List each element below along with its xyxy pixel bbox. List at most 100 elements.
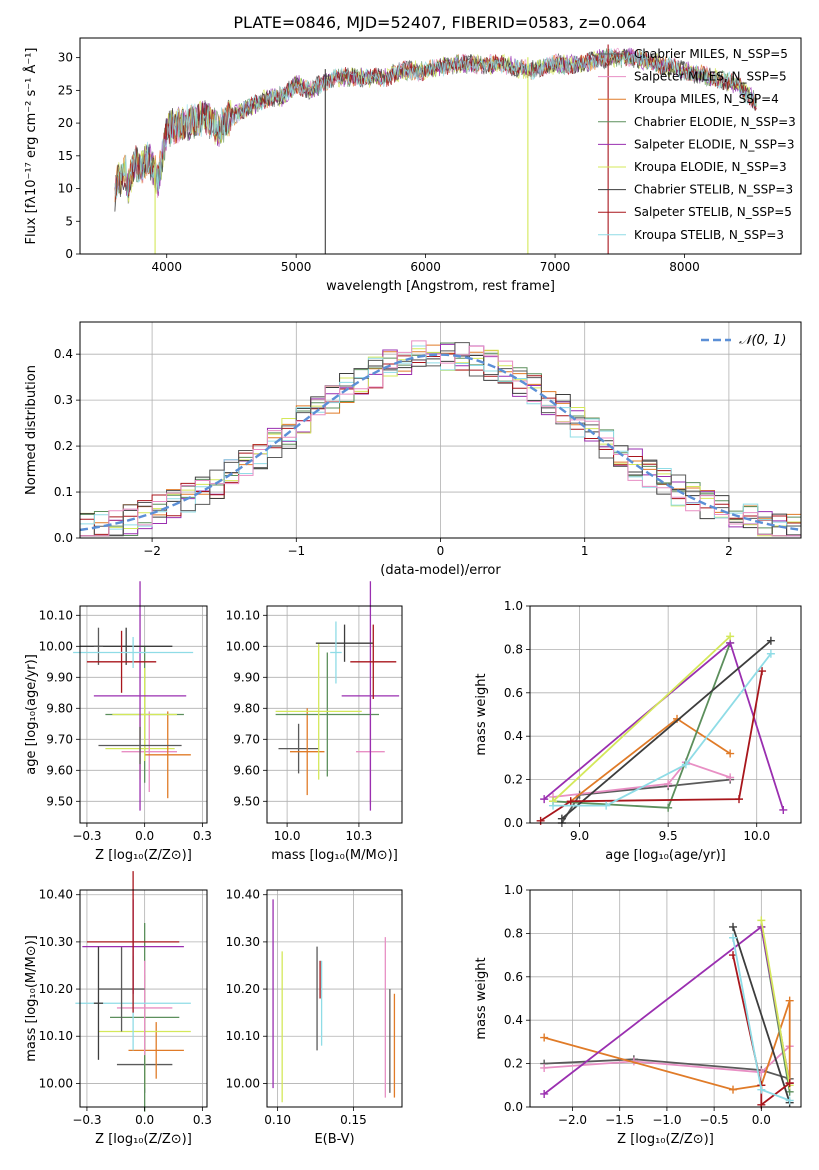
- axes-frame: [79, 321, 802, 539]
- weight-point-marker: [540, 795, 549, 804]
- weight-point-marker: [540, 1063, 549, 1072]
- weight-point-marker: [557, 814, 566, 823]
- weight-series-line: [553, 653, 772, 807]
- y-tick-label: 9.80: [46, 701, 73, 715]
- chart-panel-weight-vs-age: 9.0 9.5 10.0 0.0 0.2 0.4 0.6 0.8 1.0 age [log₁₀(a…: [474, 599, 802, 863]
- chart-panel-spectrum: 4000 5000 6000 7000 8000 0 5 10 15 20 25 30 waveleng…: [23, 37, 802, 294]
- x-tick-label: −0.3: [72, 1113, 101, 1127]
- x-tick-label: 0.0: [752, 1113, 771, 1127]
- x-tick-label: 9.0: [570, 829, 589, 843]
- x-tick-label: 0.0: [135, 1113, 154, 1127]
- weight-point-marker: [726, 773, 735, 782]
- plot-area: [79, 340, 801, 537]
- chart-panel-residuals: −2 −1 0 1 2 0.0 0.1 0.2 0.3 0.4 (data-model)/error…: [24, 321, 802, 578]
- y-tick-label: 15: [58, 149, 73, 163]
- weight-point-marker: [540, 1089, 549, 1098]
- weight-point-marker: [729, 933, 738, 942]
- y-tick-label: 0.4: [54, 347, 73, 361]
- weight-point-marker: [566, 797, 575, 806]
- y-tick-label: 10.40: [39, 888, 73, 902]
- y-tick-label: 9.50: [233, 794, 260, 808]
- y-tick-label: 10.00: [39, 639, 73, 653]
- x-tick-label: 10.3: [346, 829, 373, 843]
- y-tick-label: 0.8: [504, 926, 523, 940]
- x-axis-label: (data-model)/error: [380, 563, 501, 578]
- y-tick-label: 10.10: [226, 1029, 260, 1043]
- x-tick-label: −1.0: [652, 1113, 681, 1127]
- y-tick-label: 0.0: [504, 816, 523, 830]
- y-tick-label: 9.60: [233, 763, 260, 777]
- weight-point-marker: [757, 1085, 766, 1094]
- weight-point-marker: [766, 636, 775, 645]
- chart-panel-mass-vs-z: −0.3 0.0 0.3 10.00 10.10 10.20 10.30 10.40 Z [lo…: [24, 871, 212, 1147]
- x-tick-label: 9.5: [659, 829, 678, 843]
- weight-point-marker: [549, 801, 558, 810]
- axes-frame: [529, 889, 802, 1108]
- weight-series-line: [570, 717, 731, 803]
- x-tick-label: −2: [143, 544, 161, 558]
- y-tick-label: 10: [58, 182, 73, 196]
- weight-point-marker: [681, 760, 690, 769]
- chart-panel-age-vs-mass: 10.0 10.3 9.50 9.60 9.70 9.80 9.90 10.00 10.10 ma…: [226, 581, 403, 863]
- x-tick-label: −2.0: [558, 1113, 587, 1127]
- y-tick-label: 9.70: [46, 732, 73, 746]
- y-tick-label: 9.90: [46, 670, 73, 684]
- y-tick-label: 10.00: [226, 639, 260, 653]
- axes-frame: [79, 605, 208, 824]
- y-tick-label: 9.70: [233, 732, 260, 746]
- y-axis-label: mass weight: [474, 673, 489, 755]
- x-axis-label: E(B-V): [314, 1132, 354, 1147]
- x-axis-label: Z [log₁₀(Z/Z⊙)]: [95, 848, 192, 863]
- weight-point-marker: [785, 1096, 794, 1105]
- legend-entry: 𝒩(0, 1): [739, 333, 786, 348]
- weight-point-marker: [726, 632, 735, 641]
- legend-entry: Kroupa MILES, N_SSP=4: [634, 92, 779, 106]
- y-tick-label: 10.30: [226, 935, 260, 949]
- x-axis-label: age [log₁₀(age/yr)]: [605, 848, 726, 863]
- y-tick-label: 0: [65, 247, 73, 261]
- chart-panel-mass-vs-ebv: 0.10 0.15 10.00 10.10 10.20 10.30 10.40 E(B-V): [226, 888, 403, 1147]
- axes-frame: [266, 889, 403, 1108]
- y-tick-label: 0.3: [54, 393, 73, 407]
- y-axis-label: mass weight: [474, 957, 489, 1039]
- x-tick-label: 7000: [540, 260, 571, 274]
- y-tick-label: 25: [58, 83, 73, 97]
- plot-area: [73, 581, 194, 811]
- y-axis-label: age [log₁₀(age/yr)]: [24, 654, 39, 775]
- y-tick-label: 0.2: [504, 773, 523, 787]
- y-tick-label: 0.2: [54, 439, 73, 453]
- chart-panel-age-vs-z: −0.3 0.0 0.3 9.50 9.60 9.70 9.80 9.90 10.00 10.10…: [24, 581, 212, 863]
- x-tick-label: −1: [287, 544, 305, 558]
- x-tick-label: 8000: [669, 260, 700, 274]
- weight-series-line: [732, 926, 791, 1103]
- spectrum-series-line: [114, 49, 757, 200]
- y-tick-label: 0.6: [504, 970, 523, 984]
- x-tick-label: 1: [581, 544, 589, 558]
- x-tick-label: 10.0: [743, 829, 770, 843]
- y-tick-label: 1.0: [504, 599, 523, 613]
- weight-point-marker: [785, 1079, 794, 1088]
- x-tick-label: 4000: [151, 260, 182, 274]
- y-tick-label: 9.50: [46, 794, 73, 808]
- y-tick-label: 10.30: [39, 935, 73, 949]
- x-tick-label: −0.5: [700, 1113, 729, 1127]
- plot-area: [75, 871, 191, 1112]
- weight-series-line: [544, 1058, 790, 1080]
- x-axis-label: mass [log₁₀(M/M⊙)]: [271, 848, 398, 863]
- spectrum-series-line: [114, 48, 757, 199]
- histogram-series: [80, 340, 801, 537]
- y-tick-label: 30: [58, 51, 73, 65]
- axes-frame: [79, 37, 802, 255]
- weight-point-marker: [602, 801, 611, 810]
- chart-panel-weight-vs-z: −2.0 −1.5 −1.0 −0.5 0.0 0.0 0.2 0.4 0.6 0.8 1.0 Z […: [474, 883, 802, 1147]
- y-tick-label: 10.20: [226, 982, 260, 996]
- weight-point-marker: [664, 779, 673, 788]
- y-tick-label: 0.8: [504, 642, 523, 656]
- y-tick-label: 10.00: [39, 1076, 73, 1090]
- weight-point-marker: [758, 667, 767, 676]
- weight-series-line: [732, 954, 791, 1107]
- weight-point-marker: [540, 1033, 549, 1042]
- y-tick-label: 0.2: [504, 1057, 523, 1071]
- legend-entry: Chabrier MILES, N_SSP=5: [634, 47, 788, 61]
- legend-entry: Chabrier STELIB, N_SSP=3: [634, 183, 793, 197]
